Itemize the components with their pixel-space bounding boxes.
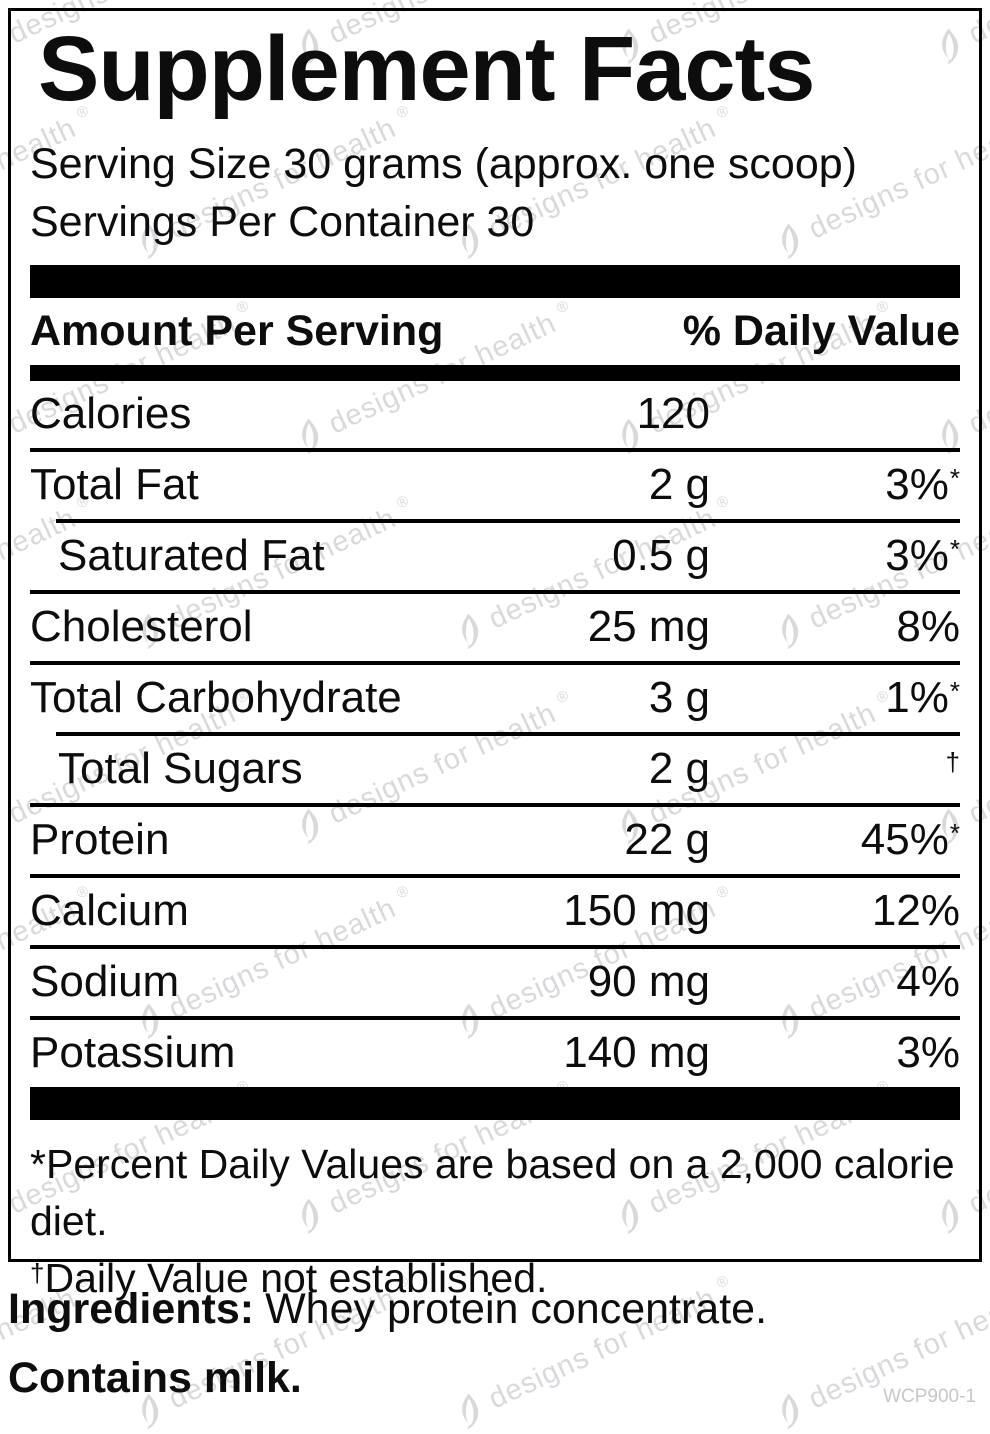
nutrient-row: Sodium 90 mg 4% — [30, 949, 960, 1016]
nutrient-amount: 90 mg — [587, 957, 710, 1007]
nutrient-name: Saturated Fat — [58, 531, 325, 581]
nutrient-name: Total Carbohydrate — [30, 673, 402, 723]
nutrient-row: Total Fat 2 g 3%* — [30, 452, 960, 519]
nutrient-name: Sodium — [30, 957, 180, 1007]
row-divider — [30, 589, 960, 594]
nutrient-name: Total Fat — [30, 460, 199, 510]
dfh-logo-watermark-icon — [782, 1393, 799, 1430]
row-divider — [30, 944, 960, 949]
page-title: Supplement Facts — [38, 18, 815, 120]
nutrient-row-wrap: Sodium 90 mg 4% — [30, 944, 960, 1016]
nutrient-daily-value: 45%* — [860, 815, 960, 865]
nutrient-daily-value: 3%* — [885, 531, 960, 581]
nutrient-row-wrap: Cholesterol 25 mg 8% — [30, 589, 960, 661]
nutrient-row-wrap: Calcium 150 mg 12% — [30, 873, 960, 945]
product-code: WCP900-1 — [883, 1386, 976, 1407]
ingredients-label: Ingredients: — [8, 1285, 255, 1333]
nutrient-name: Total Sugars — [58, 744, 303, 794]
nutrient-daily-value: 3%* — [885, 460, 960, 510]
amount-per-serving-header: Amount Per Serving — [30, 306, 444, 355]
nutrient-name: Potassium — [30, 1028, 236, 1078]
nutrient-row-wrap: Saturated Fat 0.5 g 3%* — [30, 518, 960, 590]
nutrient-daily-value: 3% — [896, 1028, 960, 1078]
footnote: *Percent Daily Values are based on a 2,0… — [30, 1140, 955, 1244]
nutrient-row-wrap: Protein 22 g 45%* — [30, 802, 960, 874]
nutrient-amount: 150 mg — [563, 886, 710, 936]
row-divider — [30, 802, 960, 807]
nutrient-name: Protein — [30, 815, 170, 865]
footnote-mark: † — [30, 1257, 45, 1288]
nutrient-amount: 22 g — [624, 815, 710, 865]
daily-value-footnote-mark: † — [945, 747, 960, 778]
nutrient-row: Cholesterol 25 mg 8% — [30, 594, 960, 661]
nutrient-amount: 2 g — [648, 460, 710, 510]
nutrient-row-wrap: Calories 120 — [30, 381, 960, 448]
daily-value-footnote-mark: * — [949, 534, 960, 565]
nutrient-row: Calcium 150 mg 12% — [30, 878, 960, 945]
serving-size-line: Serving Size 30 grams (approx. one scoop… — [30, 139, 857, 188]
serving-info: Serving Size 30 grams (approx. one scoop… — [30, 135, 960, 251]
separator-bar-header — [30, 364, 960, 381]
row-divider — [56, 518, 960, 523]
daily-value-footnote-mark: * — [949, 463, 960, 494]
separator-bar-bottom — [30, 1086, 960, 1120]
row-divider — [30, 1015, 960, 1020]
separator-bar-top — [30, 264, 960, 298]
nutrient-amount: 25 mg — [587, 602, 710, 652]
contains-line: Contains milk. — [8, 1354, 302, 1402]
nutrient-row: Saturated Fat 0.5 g 3%* — [30, 523, 960, 590]
nutrient-row-wrap: Total Carbohydrate 3 g 1%* — [30, 660, 960, 732]
row-divider — [30, 873, 960, 878]
daily-value-footnote-mark: * — [949, 818, 960, 849]
nutrient-row-wrap: Potassium 140 mg 3% — [30, 1015, 960, 1087]
nutrient-daily-value: 1%* — [885, 673, 960, 723]
footnote: †Daily Value not established. — [30, 1254, 548, 1301]
nutrient-amount: 0.5 g — [612, 531, 710, 581]
footnotes: *Percent Daily Values are based on a 2,0… — [30, 1136, 960, 1312]
nutrient-daily-value: 12% — [871, 886, 960, 936]
nutrient-row: Potassium 140 mg 3% — [30, 1020, 960, 1087]
row-divider — [30, 447, 960, 452]
nutrient-name: Cholesterol — [30, 602, 253, 652]
ingredients-line: Ingredients: Whey protein concentrate. — [8, 1285, 767, 1334]
nutrient-row-wrap: Total Sugars 2 g † — [30, 731, 960, 803]
nutrient-amount: 3 g — [648, 673, 710, 723]
nutrient-row: Total Carbohydrate 3 g 1%* — [30, 665, 960, 732]
nutrient-name: Calories — [30, 389, 192, 439]
nutrient-row: Calories 120 — [30, 381, 960, 448]
dfh-logo-watermark-icon — [462, 1393, 479, 1430]
nutrient-daily-value: 8% — [896, 602, 960, 652]
ingredients-text: Whey protein concentrate. — [265, 1285, 768, 1333]
nutrient-amount: 2 g — [648, 744, 710, 794]
nutrient-amount: 120 — [636, 389, 710, 439]
nutrient-amount: 140 mg — [563, 1028, 710, 1078]
nutrient-row: Protein 22 g 45%* — [30, 807, 960, 874]
servings-per-container-line: Servings Per Container 30 — [30, 197, 535, 246]
nutrient-name: Calcium — [30, 886, 189, 936]
table-header: Amount Per Serving % Daily Value — [30, 298, 960, 365]
daily-value-footnote-mark: * — [949, 676, 960, 707]
row-divider — [30, 660, 960, 665]
row-divider — [56, 731, 960, 736]
nutrient-row-wrap: Total Fat 2 g 3%* — [30, 447, 960, 519]
nutrient-daily-value: 4% — [896, 957, 960, 1007]
nutrient-rows: Calories 120 Total Fat 2 g 3%* Saturated… — [30, 381, 960, 1087]
daily-value-header: % Daily Value — [682, 306, 960, 355]
nutrient-row: Total Sugars 2 g † — [30, 736, 960, 803]
nutrient-daily-value: † — [710, 744, 960, 794]
supplement-facts-panel: Supplement Facts Serving Size 30 grams (… — [8, 8, 982, 1301]
